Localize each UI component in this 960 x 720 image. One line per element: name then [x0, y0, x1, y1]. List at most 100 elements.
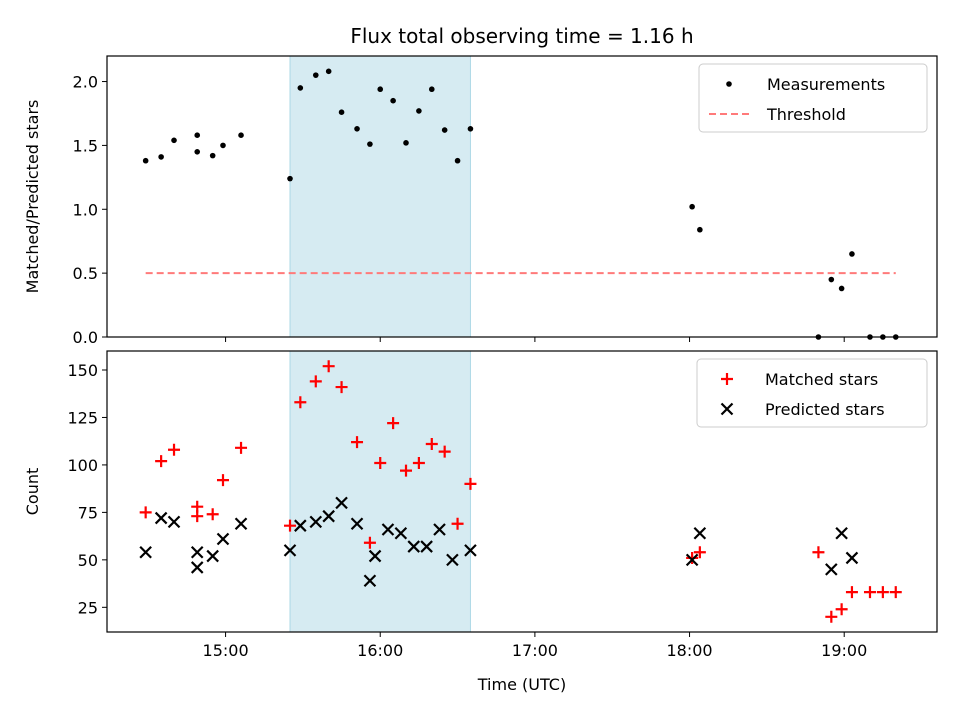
matched-stars-point — [294, 396, 307, 409]
measurements-point — [194, 132, 201, 138]
y-tick-label: 100 — [67, 456, 98, 475]
matched-stars-point — [825, 610, 838, 623]
predicted-stars-point — [407, 540, 421, 553]
x-axis-label: Time (UTC) — [477, 675, 566, 694]
predicted-stars-point — [350, 517, 364, 531]
measurements-point — [367, 141, 373, 147]
matched-stars-point — [400, 464, 413, 477]
measurements-point — [849, 251, 855, 257]
y-tick-label: 125 — [67, 408, 98, 427]
measurements-point — [297, 85, 304, 91]
matched-stars-point — [425, 438, 438, 451]
y-tick-label: 2.0 — [73, 73, 98, 92]
matched-stars-point — [206, 508, 219, 521]
y-tick-label: 0.0 — [73, 328, 98, 347]
measurements-point — [142, 157, 149, 164]
measurements-point — [828, 276, 835, 283]
measurements-point — [454, 157, 461, 164]
matched-stars-point — [438, 445, 451, 458]
predicted-stars-point — [154, 511, 168, 525]
matched-stars-point — [412, 457, 425, 470]
predicted-stars-point — [283, 544, 297, 557]
measurements-point — [354, 126, 360, 132]
predicted-stars-point — [845, 551, 859, 565]
y-axis-label: Matched/Predicted stars — [23, 100, 42, 294]
matched-stars-point — [168, 443, 181, 456]
measurements-point — [403, 140, 409, 146]
matched-stars-point — [322, 360, 335, 373]
legend-box — [698, 63, 928, 133]
matched-stars-point — [216, 474, 229, 487]
y-tick-label: 150 — [67, 361, 98, 380]
matched-stars-point — [235, 441, 248, 454]
predicted-stars-point — [394, 526, 408, 540]
predicted-stars-point — [685, 553, 699, 567]
predicted-stars-point — [825, 563, 838, 576]
x-tick-label: 16:00 — [357, 641, 403, 660]
measurements-point — [158, 154, 164, 160]
legend-swatch — [721, 373, 733, 385]
matched-stars-point — [191, 500, 204, 513]
measurements-point — [697, 226, 703, 233]
matched-stars-point — [374, 457, 387, 470]
measurements-point — [287, 175, 293, 182]
predicted-stars-point — [190, 561, 204, 574]
count-panel: 15:00 16:00 17:00 18:00 19:00 25 50 75 100 125 150… — [23, 350, 938, 694]
legend-entry: Measurements — [767, 75, 885, 94]
predicted-stars-point — [139, 545, 152, 559]
predicted-stars-point — [464, 544, 477, 557]
matched-stars-point — [155, 455, 168, 468]
x-tick-label: 15:00 — [203, 641, 249, 660]
x-tick-label: 17:00 — [512, 641, 558, 660]
highlight-span — [289, 55, 471, 338]
measurements-point — [838, 285, 845, 292]
measurements-point — [390, 97, 396, 104]
matched-stars-point — [835, 603, 848, 616]
predicted-stars-point — [433, 523, 446, 536]
legend-swatch — [720, 402, 734, 416]
predicted-stars-point — [420, 540, 433, 553]
predicted-stars-point — [335, 496, 348, 510]
matched-stars-point — [139, 506, 152, 519]
legend-box — [696, 358, 928, 428]
matched-stars-point — [387, 417, 400, 430]
predicted-stars-point — [167, 515, 181, 529]
matched-stars-point — [363, 536, 376, 549]
matched-stars-point — [309, 375, 322, 388]
matched-stars-point — [863, 586, 876, 599]
matched-stars-point — [464, 477, 477, 490]
legend-swatch — [726, 81, 732, 87]
measurements-point — [238, 132, 244, 138]
matched-stars-point — [451, 517, 464, 530]
matched-stars-point — [351, 436, 364, 449]
axes-frame — [106, 350, 938, 633]
matched-stars-point — [889, 586, 902, 599]
measurements-point — [467, 126, 474, 132]
axes-frame — [106, 55, 938, 338]
legend-entry: Threshold — [766, 105, 846, 124]
matched-stars-point — [876, 586, 889, 599]
measurements-point — [220, 142, 226, 149]
matched-stars-point — [693, 546, 706, 559]
predicted-stars-point — [363, 574, 377, 588]
highlight-span — [289, 350, 471, 633]
predicted-stars-point — [381, 523, 395, 536]
y-tick-label: 1.0 — [73, 200, 98, 219]
measurements-point — [312, 72, 319, 78]
x-tick-label: 18:00 — [666, 641, 712, 660]
measurements-point — [441, 127, 448, 133]
y-tick-label: 25 — [78, 598, 98, 617]
measurements-point — [194, 148, 201, 155]
measurements-point — [377, 86, 384, 93]
predicted-stars-point — [322, 509, 335, 523]
measurements-point — [428, 86, 435, 93]
matched-stars-point — [284, 519, 297, 532]
measurements-point — [416, 108, 422, 114]
y-tick-label: 1.5 — [73, 136, 98, 155]
predicted-stars-point — [294, 519, 307, 532]
ratio-panel: 0.0 0.5 1.0 1.5 2.0 Matched/Predicted stars Me… — [23, 55, 938, 347]
matched-stars-point — [335, 381, 348, 394]
legend-entry: Matched stars — [765, 370, 878, 389]
predicted-stars-point — [446, 553, 459, 567]
